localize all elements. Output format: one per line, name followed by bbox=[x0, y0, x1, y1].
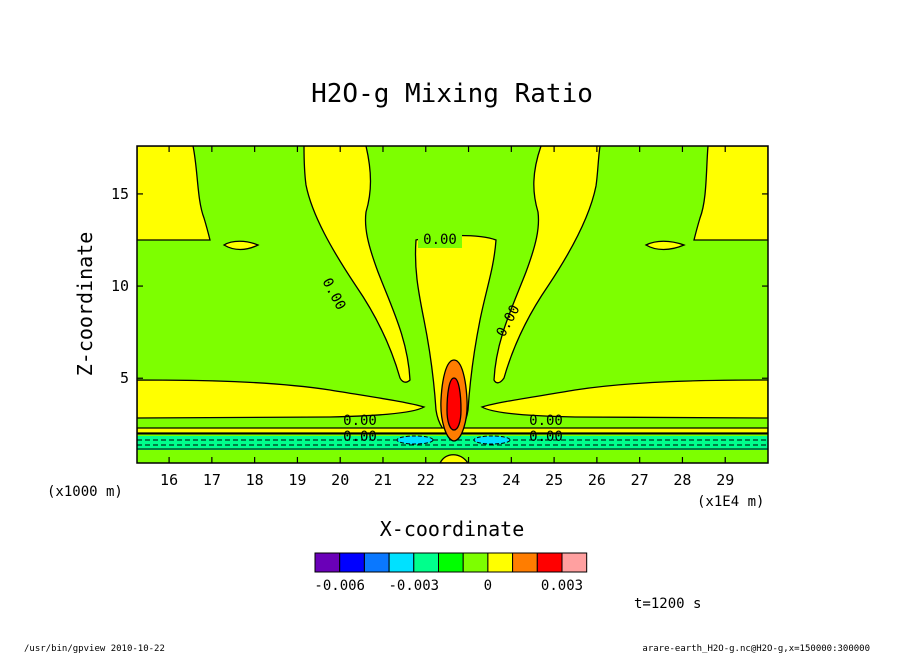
x-axis: 16 17 18 19 20 21 22 23 24 25 26 27 28 29 bbox=[160, 146, 734, 489]
upper-left-moist-region bbox=[137, 146, 211, 241]
lower-right-moist-layer bbox=[480, 379, 768, 419]
contour-label-low-left-2: 0.00 bbox=[343, 429, 377, 445]
time-label: t=1200 s bbox=[634, 596, 701, 612]
cyan-eddy-right bbox=[473, 435, 511, 445]
cyan-dashed-bands bbox=[137, 433, 768, 450]
lower-left-moist-layer bbox=[137, 379, 426, 419]
colorbar-swatch bbox=[536, 552, 563, 573]
x-tick-label: 22 bbox=[417, 471, 435, 489]
x-tick-label: 20 bbox=[331, 471, 349, 489]
upper-plume-right-region bbox=[493, 146, 601, 384]
colorbar-ticks: -0.006 -0.003 0 0.003 bbox=[314, 578, 583, 594]
yellow-regions bbox=[137, 146, 768, 463]
colorbar-swatch bbox=[438, 552, 464, 573]
red-plume-core bbox=[446, 377, 462, 431]
x-tick-label: 28 bbox=[673, 471, 691, 489]
upper-right-moist-region bbox=[693, 146, 768, 241]
small-island-left bbox=[222, 240, 260, 251]
x-tick-label: 18 bbox=[246, 471, 264, 489]
contour-label-low-left-1: 0.00 bbox=[343, 413, 377, 429]
upper-plume-left-region bbox=[303, 146, 411, 383]
colorbar-swatch bbox=[462, 552, 489, 573]
x-axis-title: X-coordinate bbox=[380, 517, 525, 541]
colorbar bbox=[314, 552, 588, 573]
colorbar-tick-label: 0 bbox=[484, 578, 492, 594]
cyan-eddy-left bbox=[396, 435, 434, 445]
chart-title: H2O-g Mixing Ratio bbox=[311, 79, 593, 109]
small-island-right bbox=[644, 240, 686, 251]
colorbar-swatch bbox=[314, 552, 341, 573]
colorbar-tick-label: -0.003 bbox=[389, 578, 440, 594]
y-tick-label: 15 bbox=[111, 185, 129, 203]
y-tick-label: 10 bbox=[111, 277, 129, 295]
colorbar-swatch bbox=[363, 552, 390, 573]
y-axis-title: Z-coordinate bbox=[73, 232, 97, 377]
core-plume bbox=[440, 359, 468, 442]
footer-right: arare-earth_H2O-g.nc@H2O-g,x=150000:3000… bbox=[642, 644, 870, 654]
footer-left: /usr/bin/gpview 2010-10-22 bbox=[24, 644, 165, 654]
colorbar-swatch bbox=[561, 552, 588, 573]
x-tick-label: 25 bbox=[545, 471, 563, 489]
colorbar-swatch bbox=[388, 552, 415, 573]
y-unit-label: (x1000 m) bbox=[47, 484, 123, 500]
x-tick-label: 16 bbox=[160, 471, 178, 489]
colorbar-tick-label: -0.006 bbox=[314, 578, 365, 594]
x-tick-label: 26 bbox=[588, 471, 606, 489]
x-tick-label: 17 bbox=[203, 471, 221, 489]
colorbar-swatch bbox=[487, 552, 514, 573]
colorbar-swatch bbox=[413, 552, 439, 573]
x-tick-label: 23 bbox=[460, 471, 478, 489]
contour-label-low-right-2: 0.00 bbox=[529, 429, 563, 445]
x-tick-label: 24 bbox=[502, 471, 520, 489]
y-axis: 5 10 15 bbox=[111, 185, 768, 387]
y-tick-label: 5 bbox=[120, 369, 129, 387]
contour-label-top: 0.00 bbox=[423, 232, 457, 248]
x-tick-label: 29 bbox=[716, 471, 734, 489]
plot-frame bbox=[136, 145, 769, 464]
x-tick-label: 27 bbox=[631, 471, 649, 489]
x-unit-label: (x1E4 m) bbox=[697, 494, 764, 510]
x-tick-label: 19 bbox=[288, 471, 306, 489]
colorbar-swatch bbox=[512, 552, 538, 573]
colorbar-tick-label: 0.003 bbox=[541, 578, 583, 594]
contour-label-low-right-1: 0.00 bbox=[529, 413, 563, 429]
x-tick-label: 21 bbox=[374, 471, 392, 489]
colorbar-swatch bbox=[339, 552, 365, 573]
plot-area: 0.00 0.00 0.00 0.00 0.00 0.00 0.00 bbox=[137, 146, 768, 463]
